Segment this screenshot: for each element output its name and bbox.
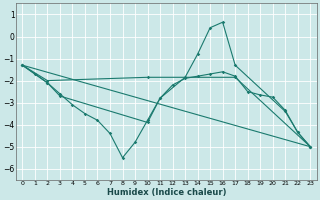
X-axis label: Humidex (Indice chaleur): Humidex (Indice chaleur)	[107, 188, 226, 197]
